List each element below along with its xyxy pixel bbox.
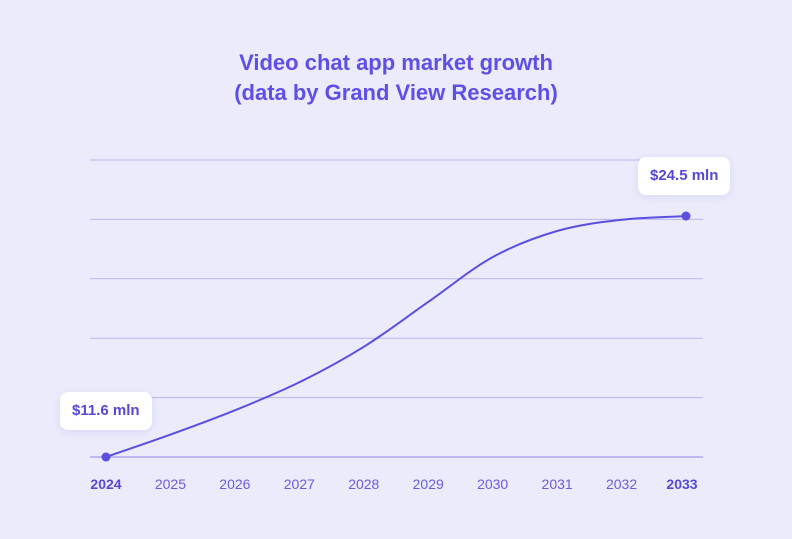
x-tick-label: 2029 xyxy=(413,476,444,492)
start-value-callout: $11.6 mln xyxy=(60,392,152,430)
chart-title-line-2: (data by Grand View Research) xyxy=(234,80,558,105)
x-tick-label: 2032 xyxy=(606,476,637,492)
x-tick-label: 2024 xyxy=(90,476,121,492)
x-tick-label: 2033 xyxy=(666,476,697,492)
x-tick-label: 2026 xyxy=(219,476,250,492)
end-point-marker xyxy=(681,211,691,221)
chart-title: Video chat app market growth (data by Gr… xyxy=(0,48,792,108)
chart-title-line-1: Video chat app market growth xyxy=(239,50,553,75)
start-point-marker xyxy=(101,452,111,462)
x-tick-label: 2025 xyxy=(155,476,186,492)
x-tick-label: 2028 xyxy=(348,476,379,492)
x-tick-label: 2031 xyxy=(542,476,573,492)
series-line xyxy=(105,215,687,458)
x-tick-label: 2027 xyxy=(284,476,315,492)
x-tick-label: 2030 xyxy=(477,476,508,492)
end-value-callout: $24.5 mln xyxy=(638,157,731,195)
